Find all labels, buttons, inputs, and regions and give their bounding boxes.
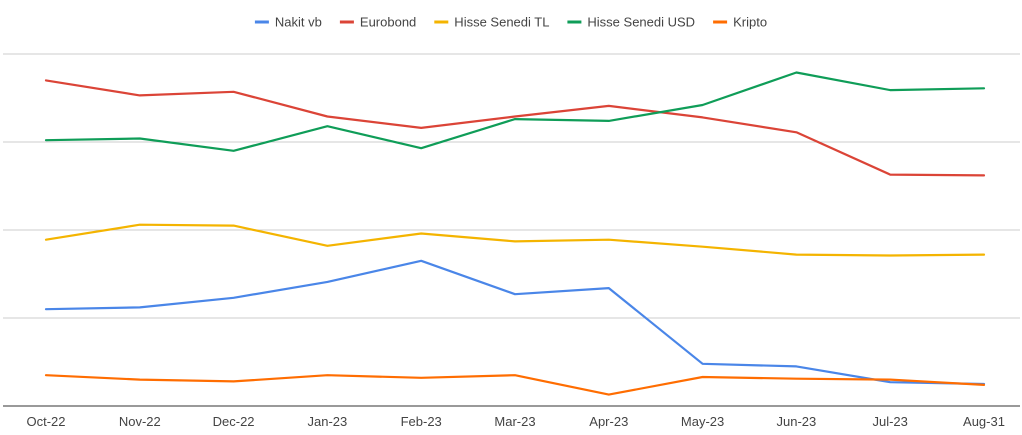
- x-tick-label: Dec-22: [213, 414, 255, 429]
- legend-label: Nakit vb: [275, 15, 322, 30]
- x-tick-label: Feb-23: [401, 414, 442, 429]
- x-tick-label: Jul-23: [872, 414, 907, 429]
- x-tick-label: May-23: [681, 414, 724, 429]
- legend-label: Hisse Senedi TL: [454, 15, 549, 30]
- series-lines: [44, 71, 986, 396]
- legend-item: Hisse Senedi TL: [434, 15, 549, 30]
- series-line-3: [44, 71, 986, 152]
- x-tick-label: Aug-31: [963, 414, 1005, 429]
- legend-item: Hisse Senedi USD: [567, 15, 695, 30]
- x-axis-tick-labels: Oct-22 Nov-22 Dec-22 Jan-23 Feb-23 Mar-23 Apr-…: [26, 414, 1004, 429]
- x-tick-label: Oct-22: [26, 414, 65, 429]
- legend-item: Nakit vb: [254, 15, 322, 30]
- legend: Nakit vb Eurobond Hisse Senedi TL Hisse Sen…: [254, 15, 767, 30]
- x-tick-label: Jan-23: [308, 414, 348, 429]
- x-tick-label: Apr-23: [589, 414, 628, 429]
- series-line-1: [44, 79, 986, 177]
- legend-label: Kripto: [733, 15, 767, 30]
- legend-item: Eurobond: [339, 15, 416, 30]
- series-line-0: [44, 259, 986, 386]
- x-tick-label: Nov-22: [119, 414, 161, 429]
- series-line-4: [44, 374, 986, 396]
- x-tick-label: Mar-23: [494, 414, 535, 429]
- legend-label: Eurobond: [360, 15, 416, 30]
- gridlines: [3, 53, 1020, 319]
- series-line-2: [44, 223, 986, 257]
- legend-item: Kripto: [713, 15, 767, 30]
- legend-label: Hisse Senedi USD: [587, 15, 695, 30]
- x-tick-label: Jun-23: [777, 414, 817, 429]
